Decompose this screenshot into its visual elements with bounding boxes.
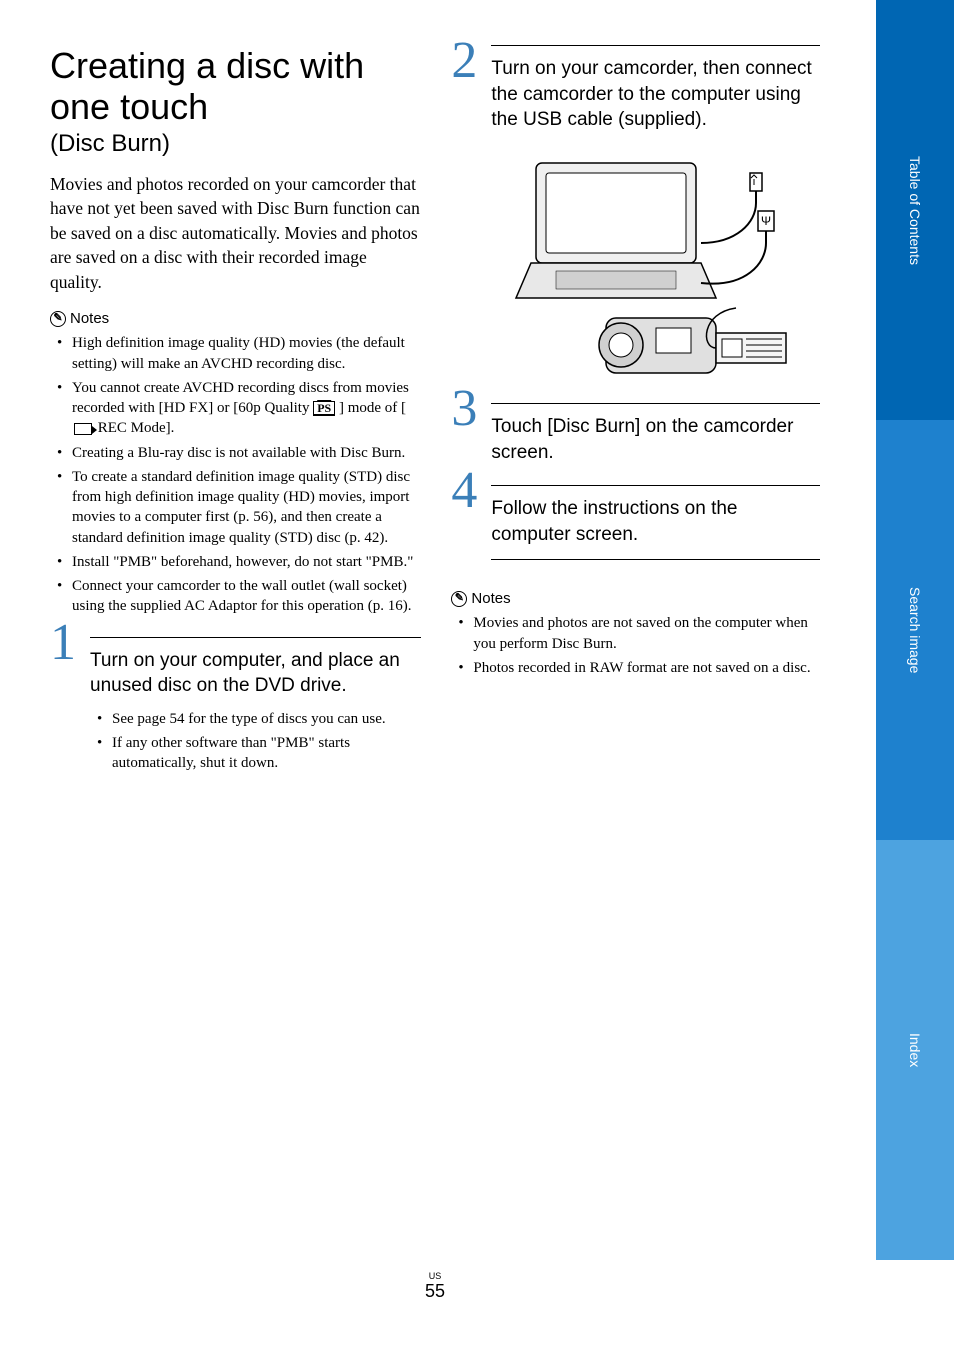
- page-footer: US 55: [0, 1271, 870, 1302]
- footer-page-number: 55: [425, 1281, 445, 1301]
- step-text: Follow the instructions on the computer …: [491, 496, 820, 547]
- sidebar-tabs: Table of Contents Search image Index: [876, 0, 954, 1260]
- step-number: 4: [451, 465, 477, 517]
- step-number: 2: [451, 35, 477, 87]
- step-sub-item: If any other software than "PMB" starts …: [102, 733, 421, 774]
- step-3: 3 Touch [Disc Burn] on the camcorder scr…: [451, 403, 820, 465]
- note-item: Creating a Blu-ray disc is not available…: [62, 443, 421, 463]
- footer-region: US: [0, 1271, 870, 1281]
- step-text: Touch [Disc Burn] on the camcorder scree…: [491, 414, 820, 465]
- step-text: Turn on your computer, and place an unus…: [90, 648, 421, 699]
- notes-list-2: Movies and photos are not saved on the c…: [451, 613, 820, 678]
- notes-icon: ✎: [451, 591, 467, 607]
- tab-search-image[interactable]: Search image: [876, 420, 954, 840]
- step-4: 4 Follow the instructions on the compute…: [451, 485, 820, 560]
- notes-label: Notes: [70, 310, 109, 327]
- ps-badge: PS: [313, 401, 335, 416]
- note-item: Connect your camcorder to the wall outle…: [62, 576, 421, 617]
- rec-mode-icon: [74, 423, 92, 435]
- intro-text: Movies and photos recorded on your camco…: [50, 172, 421, 295]
- note-item: Movies and photos are not saved on the c…: [463, 613, 820, 654]
- page-title: Creating a disc with one touch: [50, 45, 421, 128]
- step-sub-list: See page 54 for the type of discs you ca…: [90, 709, 421, 774]
- notes-header: ✎ Notes: [50, 310, 421, 327]
- notes-label: Notes: [471, 590, 510, 607]
- step-1: 1 Turn on your computer, and place an un…: [50, 637, 421, 774]
- step-number: 1: [50, 617, 76, 669]
- svg-text:Ψ: Ψ: [761, 214, 771, 228]
- step-2: 2 Turn on your camcorder, then connect t…: [451, 45, 820, 383]
- note-item: Install "PMB" beforehand, however, do no…: [62, 552, 421, 572]
- connection-diagram: Ψ: [506, 153, 806, 383]
- step-number: 3: [451, 383, 477, 435]
- notes-icon: ✎: [50, 311, 66, 327]
- tab-index[interactable]: Index: [876, 840, 954, 1260]
- page-subtitle: (Disc Burn): [50, 130, 421, 158]
- note-item: You cannot create AVCHD recording discs …: [62, 378, 421, 439]
- note-item: High definition image quality (HD) movie…: [62, 333, 421, 374]
- note-item: Photos recorded in RAW format are not sa…: [463, 658, 820, 678]
- tab-table-of-contents[interactable]: Table of Contents: [876, 0, 954, 420]
- step-sub-item: See page 54 for the type of discs you ca…: [102, 709, 421, 729]
- note-item: To create a standard definition image qu…: [62, 467, 421, 548]
- step-text: Turn on your camcorder, then connect the…: [491, 56, 820, 133]
- notes-list-1: High definition image quality (HD) movie…: [50, 333, 421, 616]
- notes-header: ✎ Notes: [451, 590, 820, 607]
